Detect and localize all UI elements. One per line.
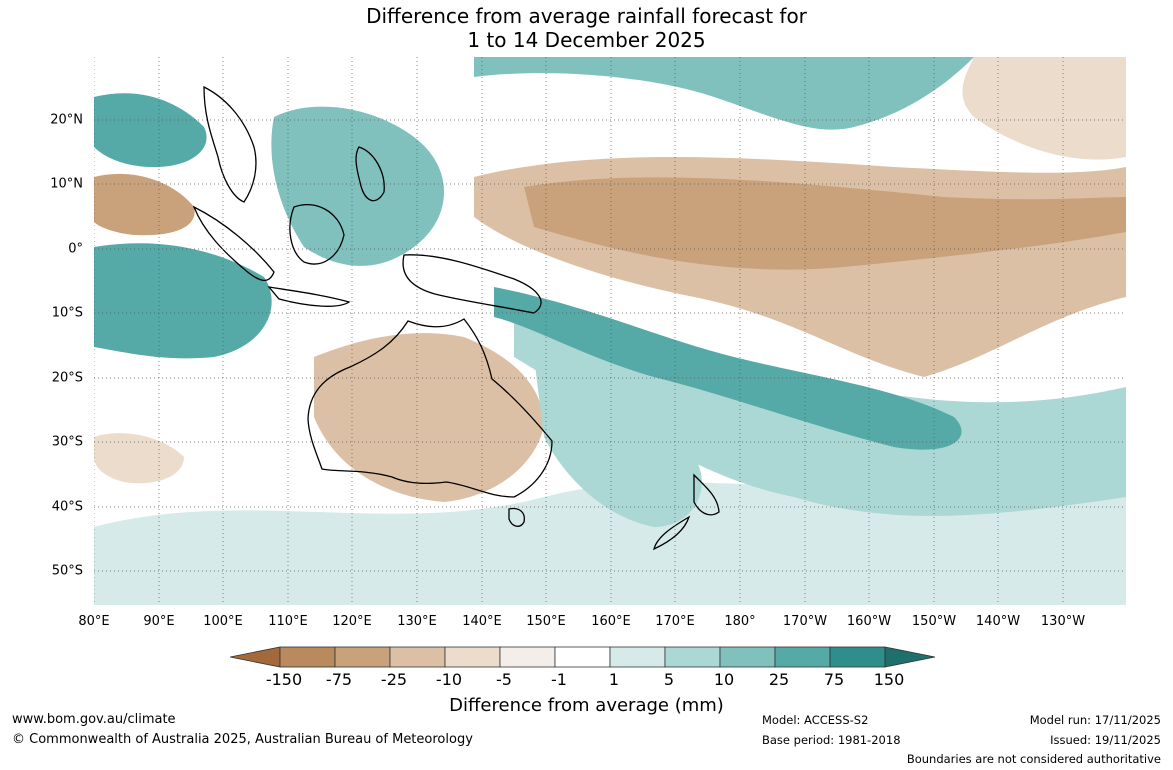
base-period-text: Base period: 1981-2018	[762, 733, 901, 747]
legend-swatches	[230, 646, 936, 668]
legend-swatch	[664, 646, 721, 668]
legend-arrow-low	[230, 646, 281, 668]
model-run-text: Model run: 17/11/2025	[1029, 713, 1161, 727]
north-pacific-wet-band	[474, 57, 974, 130]
legend-swatch	[444, 646, 501, 668]
legend-label: 1	[608, 670, 620, 689]
lon-label-140w: 140°W	[975, 614, 1021, 629]
legend-label: -25	[380, 670, 408, 689]
legend-arrow-high	[884, 646, 936, 668]
spcz-wet-core	[494, 287, 962, 450]
bay-of-bengal-wet	[94, 93, 207, 167]
legend-label: 5	[663, 670, 675, 689]
lon-label-160w: 160°W	[846, 614, 892, 629]
indochina-coastline	[203, 85, 257, 203]
lat-label-50s: 50°S	[51, 563, 83, 579]
tasman-wet	[534, 357, 702, 527]
legend-swatch	[554, 646, 611, 668]
indian-ocean-dry	[94, 173, 195, 236]
lon-label-180: 180°	[724, 614, 756, 629]
australia-dry	[314, 333, 544, 502]
lon-label-170w: 170°W	[782, 614, 828, 629]
legend-label: -5	[496, 670, 512, 689]
sumatra-coastline	[192, 205, 275, 281]
lon-label-170e: 170°E	[655, 614, 695, 629]
lon-label-100e: 100°E	[203, 614, 243, 629]
lon-label-110e: 110°E	[268, 614, 308, 629]
title-line-2: 1 to 14 December 2025	[467, 28, 706, 52]
borneo-coastline	[289, 204, 345, 265]
rainfall-anomaly-map	[94, 57, 1126, 605]
legend-title: Difference from average (mm)	[449, 695, 724, 716]
lon-label-140e: 140°E	[462, 614, 502, 629]
colour-legend	[230, 646, 936, 668]
legend-label: 25	[768, 670, 790, 689]
north-pacific-dry	[962, 57, 1126, 160]
map-title: Difference from average rainfall forecas…	[0, 4, 1173, 52]
copyright-text: © Commonwealth of Australia 2025, Austra…	[12, 732, 473, 747]
legend-label: 10	[713, 670, 735, 689]
lat-label-20n: 20°N	[50, 112, 83, 128]
lat-label-40s: 40°S	[51, 499, 83, 515]
lon-label-160e: 160°E	[591, 614, 631, 629]
disclaimer-text: Boundaries are not considered authoritat…	[906, 752, 1161, 766]
legend-swatch	[279, 646, 336, 668]
lon-label-130e: 130°E	[397, 614, 437, 629]
lon-label-150e: 150°E	[526, 614, 566, 629]
legend-swatch	[499, 646, 556, 668]
legend-label: -1	[551, 670, 567, 689]
legend-label: -10	[435, 670, 463, 689]
legend-swatch	[829, 646, 886, 668]
lon-label-90e: 90°E	[143, 614, 175, 629]
model-text: Model: ACCESS-S2	[762, 713, 869, 727]
legend-swatch	[389, 646, 446, 668]
lat-label-10n: 10°N	[50, 176, 83, 192]
legend-label: 150	[873, 670, 905, 689]
lon-label-80e: 80°E	[78, 614, 110, 629]
lat-label-10s: 10°S	[51, 305, 83, 321]
lat-label-20s: 20°S	[51, 370, 83, 386]
philippines-coastline	[355, 146, 385, 202]
longitude-gridlines	[94, 57, 1064, 605]
arabian-sea-dry	[94, 433, 184, 484]
website-link[interactable]: www.bom.gov.au/climate	[12, 712, 176, 727]
lat-label-0: 0°	[68, 241, 83, 257]
latitude-gridlines	[94, 119, 1126, 572]
legend-label: 75	[823, 670, 845, 689]
australia-coastline	[307, 318, 553, 498]
indian-ocean-wet	[94, 243, 272, 359]
issued-text: Issued: 19/11/2025	[1050, 733, 1161, 747]
legend-swatch	[334, 646, 391, 668]
lon-label-150w: 150°W	[911, 614, 957, 629]
equatorial-pacific-dry-core	[524, 177, 1126, 270]
legend-label: -150	[265, 670, 303, 689]
lon-label-120e: 120°E	[332, 614, 372, 629]
lon-label-130w: 130°W	[1040, 614, 1086, 629]
legend-swatch	[774, 646, 831, 668]
legend-swatch	[719, 646, 776, 668]
maritime-continent-wet	[271, 106, 444, 266]
legend-swatch	[609, 646, 666, 668]
legend-label: -75	[325, 670, 353, 689]
java-coastline	[267, 286, 351, 307]
tasmania-coastline	[508, 507, 525, 527]
title-line-1: Difference from average rainfall forecas…	[366, 4, 807, 28]
lat-label-30s: 30°S	[51, 434, 83, 450]
